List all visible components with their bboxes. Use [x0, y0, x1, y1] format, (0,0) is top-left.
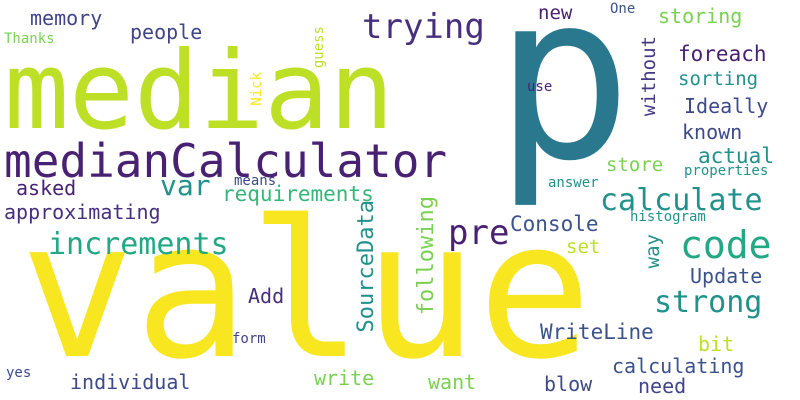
word-answer: answer	[548, 175, 599, 191]
word-pre: pre	[448, 213, 510, 253]
word-Nick: Nick	[249, 72, 265, 106]
word-code: code	[680, 223, 772, 267]
word-var: var	[160, 169, 211, 202]
word-storing: storing	[658, 4, 743, 28]
word-strong: strong	[654, 285, 763, 320]
word-trying: trying	[362, 7, 485, 47]
word-new: new	[538, 2, 573, 24]
word-means: means	[234, 173, 277, 189]
word-set: set	[566, 236, 601, 258]
word-actual: actual	[698, 144, 774, 168]
word-foreach: foreach	[678, 42, 767, 66]
word-bit: bit	[698, 332, 735, 356]
word-SourceData: SourceData	[354, 200, 379, 333]
word-memory: memory	[30, 6, 103, 30]
word-medianCalculator: medianCalculator	[4, 134, 448, 188]
word-need: need	[638, 374, 687, 398]
word-Ideally: Ideally	[684, 94, 769, 118]
word-store: store	[606, 154, 664, 176]
word-approximating: approximating	[4, 200, 161, 224]
word-yes: yes	[6, 365, 32, 381]
word-use: use	[527, 79, 553, 95]
word-calculate: calculate	[600, 183, 763, 218]
word-median: median	[4, 29, 395, 154]
word-guess: guess	[311, 26, 327, 69]
word-people: people	[130, 20, 203, 44]
word-Console: Console	[510, 212, 599, 236]
word-One: One	[610, 1, 636, 17]
word-Thanks: Thanks	[4, 31, 55, 47]
word-want: want	[428, 370, 477, 394]
word-properties: properties	[684, 163, 769, 179]
word-individual: individual	[70, 370, 191, 394]
word-without: without	[638, 36, 660, 117]
word-Update: Update	[690, 264, 763, 288]
word-WriteLine: WriteLine	[540, 320, 654, 344]
word-p: p	[494, 0, 633, 212]
word-known: known	[682, 120, 743, 144]
word-following: following	[414, 196, 439, 316]
word-blow: blow	[544, 372, 593, 396]
word-asked: asked	[16, 176, 77, 200]
word-calculating: calculating	[612, 354, 745, 378]
word-increments: increments	[48, 227, 229, 262]
word-sorting: sorting	[678, 68, 759, 90]
word-Add: Add	[248, 284, 285, 308]
word-form: form	[232, 331, 266, 347]
word-way: way	[642, 234, 664, 269]
word-histogram: histogram	[630, 209, 706, 225]
word-write: write	[314, 366, 375, 390]
word-requirements: requirements	[222, 182, 374, 206]
word-value: value	[20, 180, 592, 400]
